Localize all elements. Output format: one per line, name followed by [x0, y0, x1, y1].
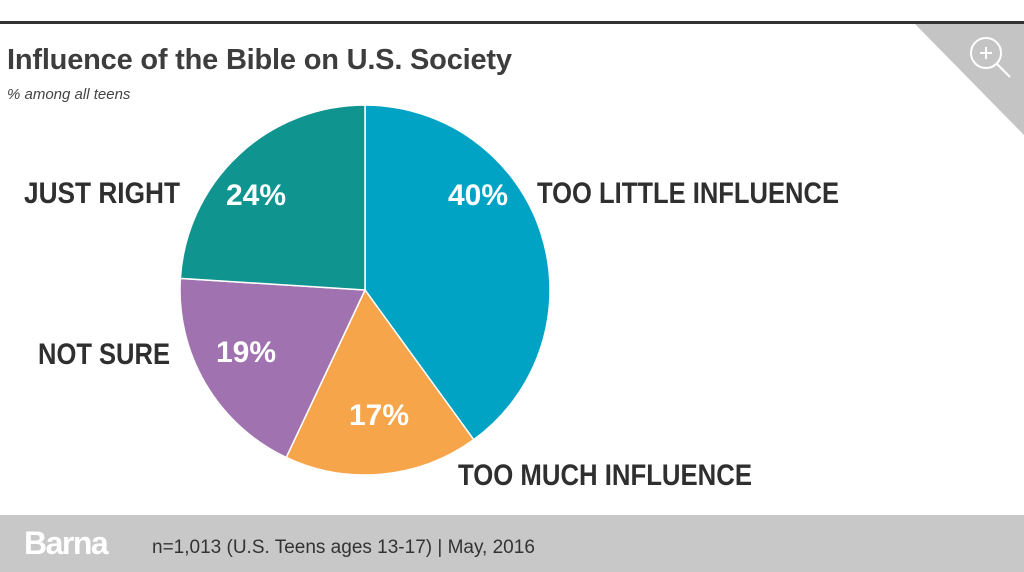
- chart-title: Influence of the Bible on U.S. Society: [7, 44, 512, 76]
- pie-slice-not-sure: [179, 277, 367, 459]
- pct-label-just-right: 24%: [226, 179, 286, 212]
- label-too-much: TOO MUCH INFLUENCE: [458, 459, 752, 492]
- sample-note: n=1,013 (U.S. Teens ages 13-17) | May, 2…: [152, 537, 535, 558]
- pct-label-too-much: 17%: [349, 399, 409, 432]
- pct-label-too-little: 40%: [448, 179, 508, 212]
- label-just-right: JUST RIGHT: [24, 177, 180, 210]
- corner-tab: [915, 24, 1024, 135]
- top-divider: [0, 21, 1024, 24]
- label-not-sure: NOT SURE: [38, 338, 170, 371]
- footer: Barna n=1,013 (U.S. Teens ages 13-17) | …: [0, 515, 1024, 572]
- pct-label-not-sure: 19%: [216, 336, 276, 369]
- pie-slice-too-little-influence: [364, 104, 551, 441]
- pie-slice-just-right: [179, 104, 366, 291]
- label-too-little: TOO LITTLE INFLUENCE: [537, 177, 839, 210]
- barna-logo: Barna: [24, 525, 109, 561]
- pie-slice-too-much-influence: [285, 288, 475, 476]
- chart-subtitle: % among all teens: [7, 86, 131, 103]
- zoom-in-icon[interactable]: [970, 37, 1011, 78]
